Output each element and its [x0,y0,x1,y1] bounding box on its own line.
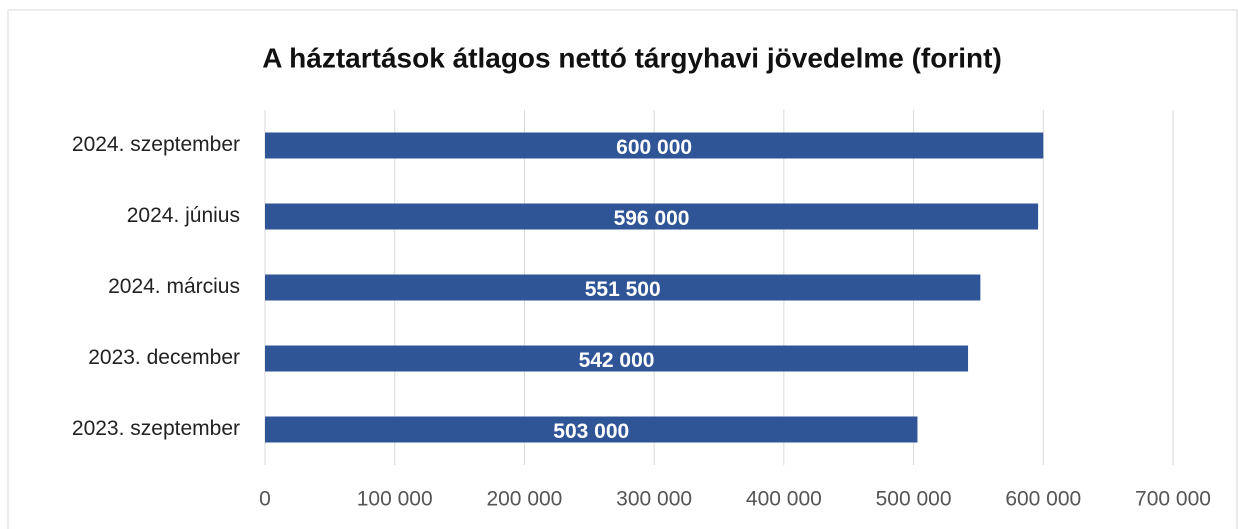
chart-frame [7,9,1238,529]
x-tick-label: 400 000 [746,488,822,511]
bar [265,132,1044,159]
chart-title: A háztartások átlagos nettó tárgyhavi jö… [262,42,1002,73]
x-tick-label: 300 000 [616,488,692,511]
data-label: 600 000 [616,136,692,159]
data-label: 503 000 [553,420,629,443]
y-tick-label: 2024. június [127,204,240,227]
data-label: 551 500 [585,278,661,301]
x-tick-label: 0 [259,488,271,511]
bar [265,345,969,372]
bar [265,274,981,301]
bar [265,203,1039,230]
y-tick-label: 2024. március [108,275,240,298]
data-label: 542 000 [579,349,655,372]
y-tick-label: 2024. szeptember [72,133,240,156]
data-label: 596 000 [614,207,690,230]
x-tick-label: 200 000 [486,488,562,511]
x-tick-label: 100 000 [357,488,433,511]
bar [265,416,918,443]
y-tick-label: 2023. szeptember [72,417,240,440]
x-tick-label: 700 000 [1135,488,1211,511]
x-tick-label: 500 000 [876,488,952,511]
y-tick-label: 2023. december [88,346,240,369]
x-tick-label: 600 000 [1005,488,1081,511]
